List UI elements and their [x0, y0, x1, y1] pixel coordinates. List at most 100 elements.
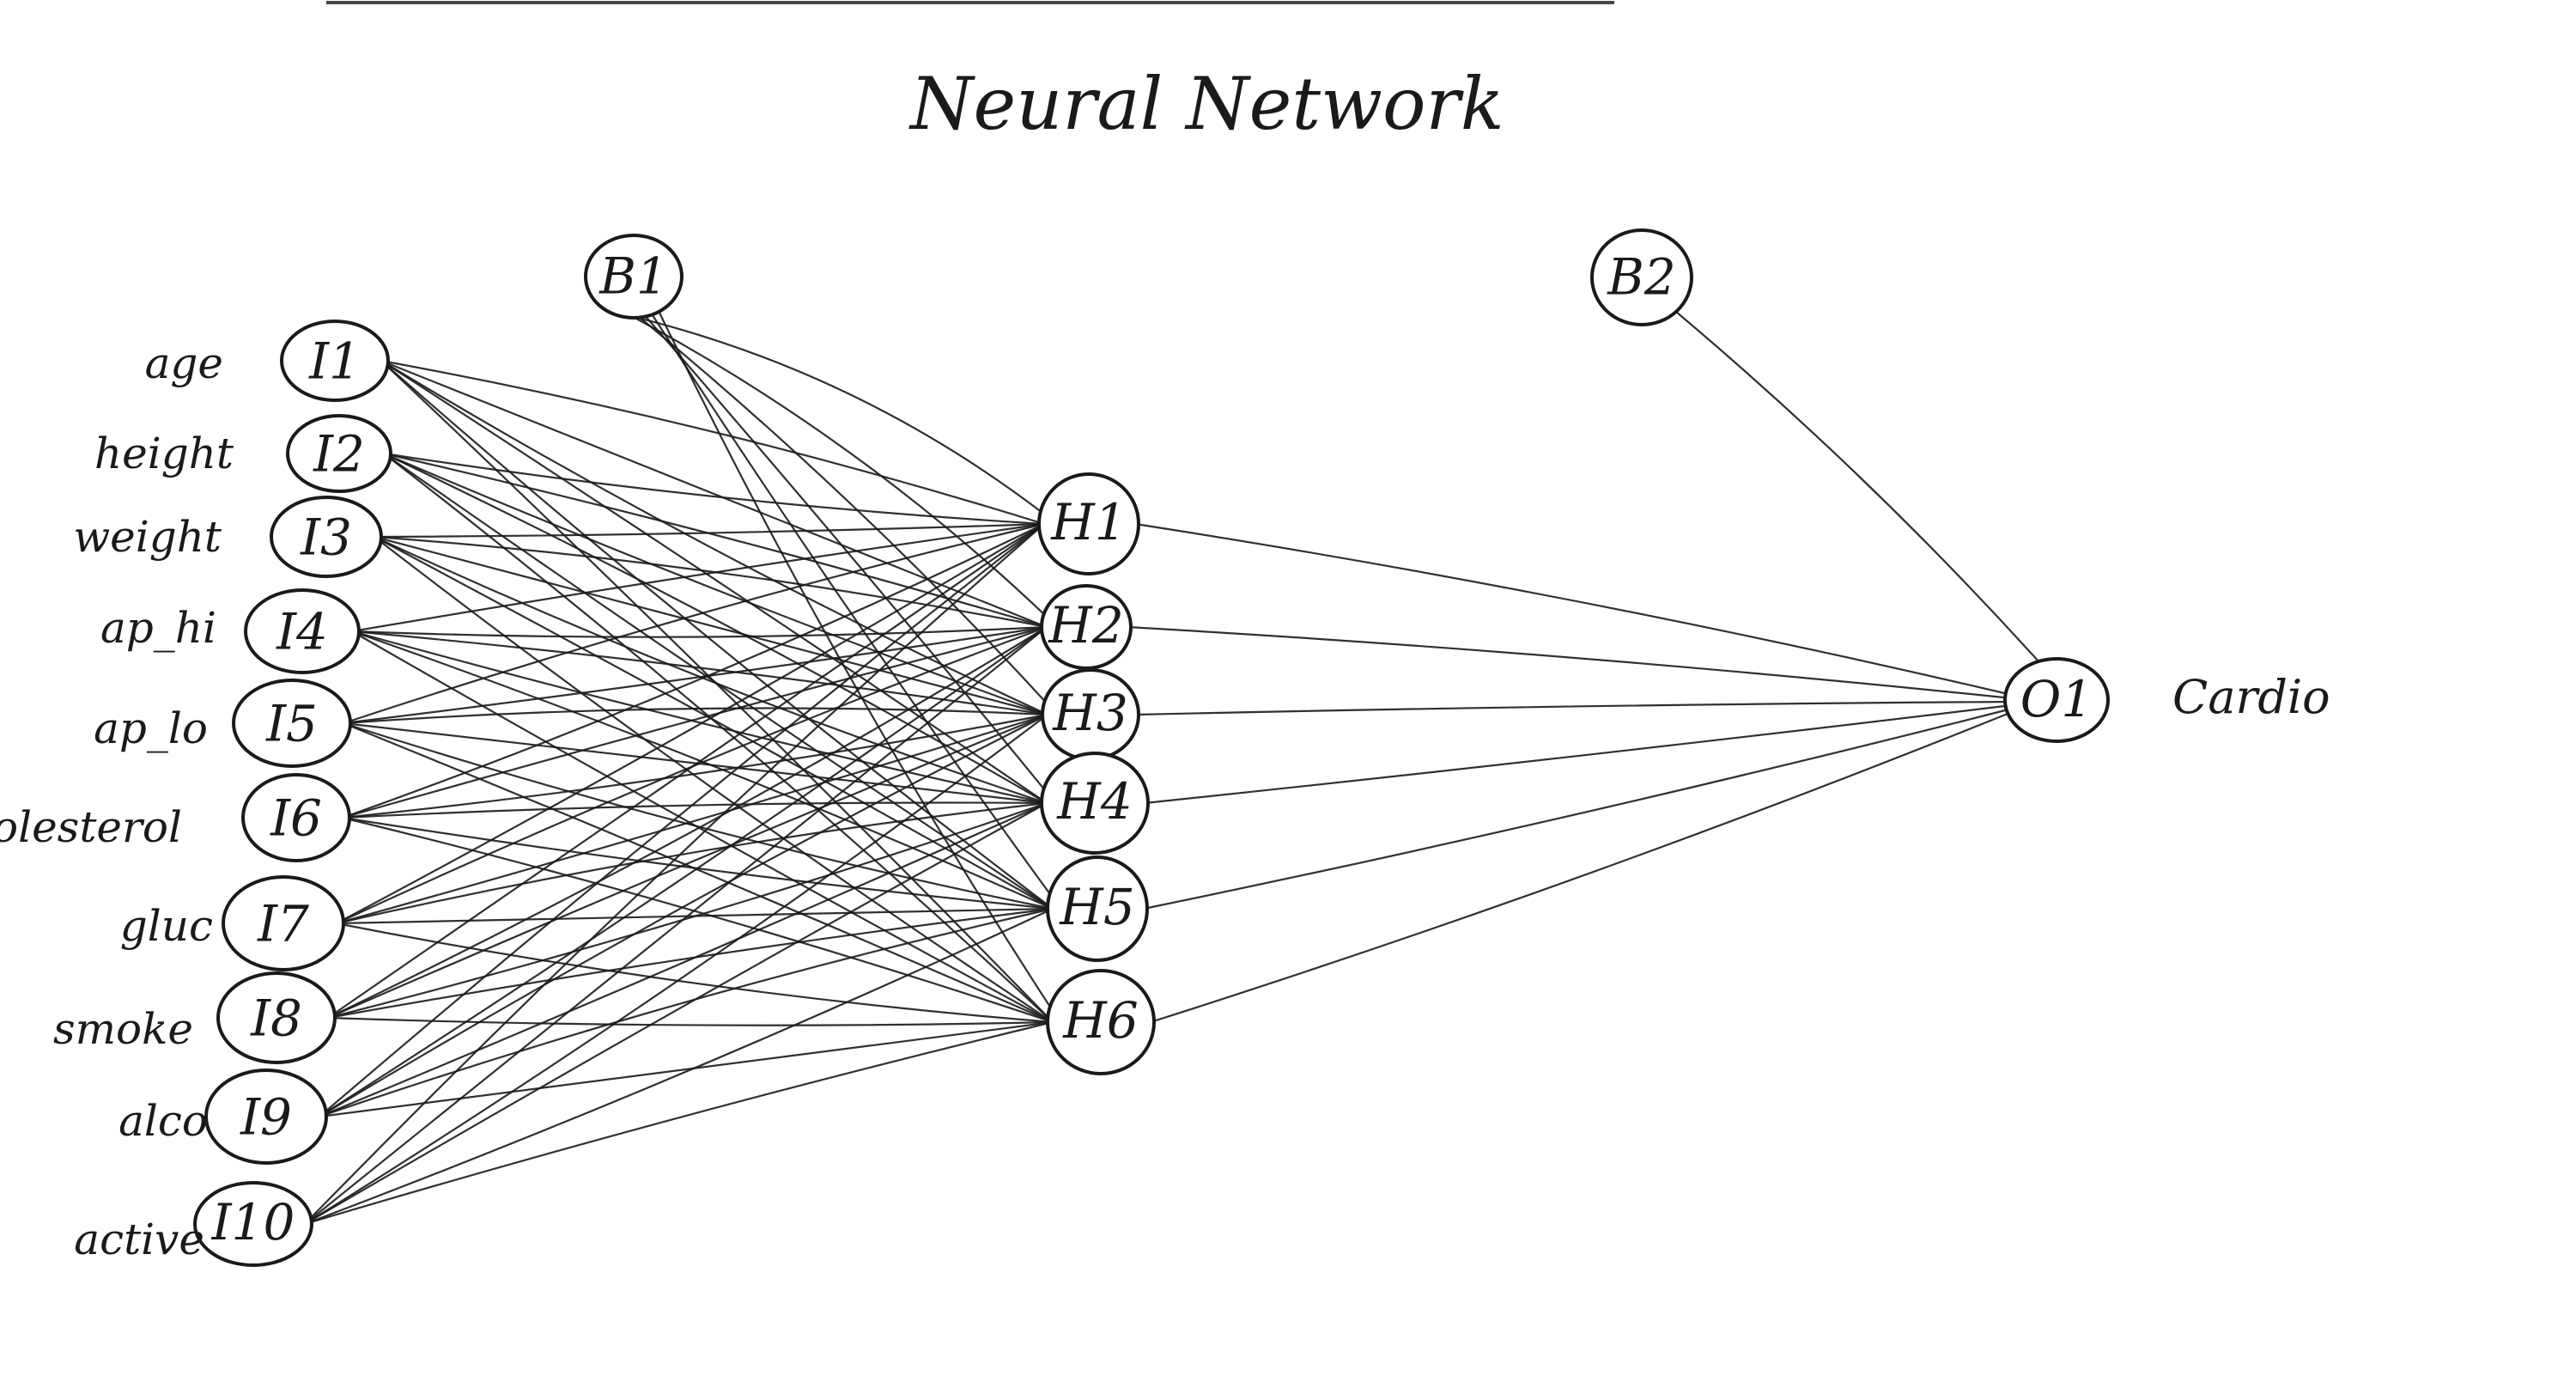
edge-I10-H3 — [304, 714, 1048, 1225]
edge-B1-H3 — [633, 312, 1050, 707]
input-node-i10: I10 — [193, 1181, 313, 1267]
input-label-i2: height — [94, 429, 234, 478]
edge-I6-H3 — [342, 713, 1048, 819]
edge-I5-H1 — [343, 522, 1045, 725]
edge-I8-H1 — [327, 523, 1045, 1019]
edge-I2-H5 — [383, 453, 1054, 910]
edge-I2-H1 — [383, 452, 1045, 526]
input-node-i5-id: I5 — [265, 694, 318, 752]
bias-node-b2-circle — [1590, 228, 1693, 326]
edge-I8-H5 — [327, 907, 1054, 1020]
edge-I1-H5 — [380, 360, 1054, 910]
input-node-i6: I6 — [241, 773, 351, 862]
bias-node-b2: B2 — [1590, 228, 1693, 326]
edge-I9-H5 — [319, 907, 1054, 1118]
input-node-i3-circle — [270, 496, 383, 578]
edge-H3-O1 — [1134, 700, 2013, 716]
bias-node-b2-id: B2 — [1607, 248, 1676, 307]
input-label-i4: ap_hi — [100, 603, 216, 653]
hidden-node-h1: H1 — [1037, 472, 1140, 575]
input-label-i6: cholesterol — [0, 802, 182, 852]
input-node-i5-circle — [232, 679, 352, 768]
input-node-i4-circle — [244, 588, 361, 674]
edge-I5-H6 — [343, 721, 1054, 1024]
hidden-node-h4: H4 — [1040, 752, 1150, 855]
edge-I4-H2 — [351, 625, 1048, 638]
input-label-i7: gluc — [120, 901, 213, 951]
edge-I6-H2 — [342, 625, 1048, 819]
edge-I10-H1 — [304, 523, 1045, 1225]
edge-I2-H6 — [383, 453, 1054, 1023]
edge-I4-H6 — [351, 630, 1054, 1023]
edge-I9-H6 — [319, 1020, 1054, 1118]
edge-I4-H1 — [351, 522, 1045, 633]
edge-H5-O1 — [1143, 707, 2013, 910]
input-node-i9-id: I9 — [240, 1087, 292, 1146]
input-node-i3: I3 — [270, 496, 383, 578]
bias-node-b1: B1 — [584, 234, 683, 320]
labels-layer: age height weight ap_hi ap_lo cholesterol gluc… — [0, 338, 2330, 1264]
edge-B1-H4 — [641, 312, 1049, 795]
edge-I1-H6 — [380, 360, 1054, 1023]
hidden-node-h2-id: H2 — [1048, 596, 1123, 655]
edge-I2-H4 — [383, 453, 1048, 804]
hidden-node-h2-circle — [1040, 584, 1133, 670]
input-label-i3: weight — [73, 512, 222, 562]
input-node-i8-id: I8 — [250, 989, 302, 1047]
input-node-i9-circle — [204, 1069, 328, 1165]
edge-I9-H1 — [319, 523, 1045, 1117]
edge-I9-H4 — [319, 801, 1048, 1118]
input-node-i8-circle — [216, 971, 337, 1064]
input-node-i2-id: I2 — [313, 424, 365, 483]
hidden-node-h5-circle — [1046, 855, 1149, 962]
edge-I7-H3 — [336, 713, 1048, 925]
input-label-i9: alco — [118, 1096, 208, 1146]
edge-I6-H4 — [342, 801, 1048, 819]
edge-H4-O1 — [1144, 703, 2013, 805]
hidden-node-h5-id: H5 — [1059, 878, 1134, 936]
edge-I2-H2 — [383, 452, 1048, 629]
edge-I10-H6 — [304, 1020, 1054, 1226]
input-node-i6-id: I6 — [270, 788, 322, 847]
edge-I1-H4 — [380, 360, 1048, 804]
edge-I6-H6 — [342, 816, 1054, 1024]
edge-I3-H1 — [374, 522, 1045, 539]
hidden-node-h1-circle — [1037, 472, 1140, 575]
connections-layer — [304, 311, 2040, 1226]
edge-H6-O1 — [1150, 710, 2013, 1024]
input-node-i4-id: I4 — [276, 602, 328, 661]
input-node-i5: I5 — [232, 679, 352, 768]
hidden-node-h6-id: H6 — [1062, 991, 1138, 1050]
input-node-i2: I2 — [286, 414, 392, 493]
input-node-i6-circle — [241, 773, 351, 862]
edge-I1-H3 — [380, 360, 1048, 715]
edge-I2-H3 — [383, 452, 1048, 716]
input-node-i1-circle — [280, 320, 390, 402]
edge-I1-H1 — [380, 359, 1045, 526]
input-label-i8: smoke — [53, 1004, 193, 1054]
edge-I8-H3 — [327, 713, 1048, 1020]
bias-node-b1-id: B1 — [598, 247, 668, 306]
edge-I9-H3 — [319, 714, 1048, 1117]
hidden-node-h1-id: H1 — [1050, 493, 1126, 551]
input-label-i5: ap_lo — [94, 703, 208, 753]
edge-I5-H3 — [343, 707, 1048, 725]
input-node-i10-id: I10 — [211, 1193, 295, 1251]
nodes-layer: I1 I2 I3 I4 I5 I6 I7 I8 I9 I10 B1 B2 H1 H2 H3 H4 H5 H6 O1 — [193, 228, 2110, 1267]
output-node-o1: O1 — [2003, 657, 2110, 743]
output-node-o1-circle — [2003, 657, 2110, 743]
edge-B1-H2 — [624, 312, 1049, 619]
hidden-node-h4-id: H4 — [1056, 772, 1132, 831]
edge-B1-H1 — [616, 311, 1047, 516]
edge-H1-O1 — [1134, 522, 2013, 697]
bias-node-b1-circle — [584, 234, 683, 320]
edge-H2-O1 — [1127, 625, 2013, 700]
edge-B2-O1 — [1675, 311, 2040, 663]
edge-I7-H6 — [336, 922, 1054, 1024]
hidden-node-h6-circle — [1046, 969, 1156, 1075]
edge-I10-H2 — [304, 626, 1048, 1225]
edge-I4-H4 — [351, 630, 1048, 805]
hidden-node-h5: H5 — [1046, 855, 1149, 962]
input-node-i7-circle — [222, 875, 345, 971]
